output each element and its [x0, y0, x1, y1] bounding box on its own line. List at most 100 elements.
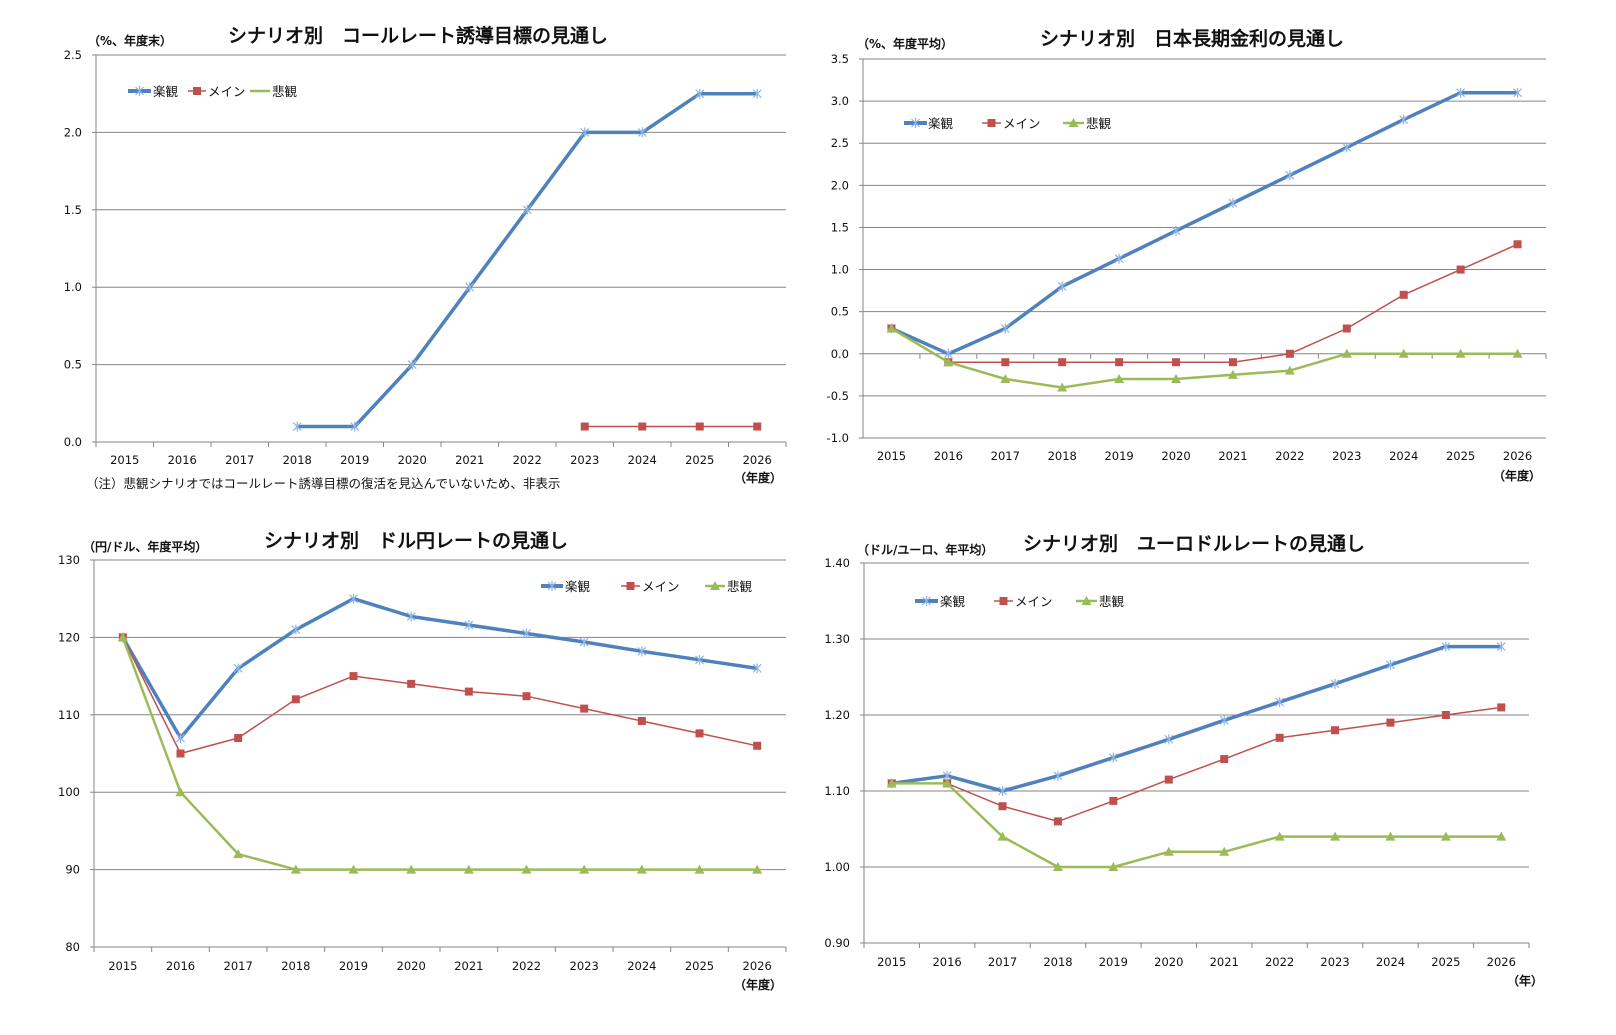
data-point [1285, 170, 1295, 181]
series-楽観 [118, 593, 762, 744]
data-point [1330, 831, 1341, 841]
y-tick-label: -1.0 [827, 431, 849, 445]
data-point [1399, 290, 1408, 299]
chart-title: シナリオ別 ドル円レートの見通し [264, 530, 568, 552]
y-tick-label: 1.0 [64, 280, 82, 294]
y-tick-label: 2.0 [831, 178, 849, 192]
x-tick-label: 2023 [1320, 955, 1349, 969]
x-tick-label: 2023 [570, 959, 599, 973]
data-point [1000, 374, 1011, 384]
series-悲観 [117, 632, 763, 874]
chart-3: シナリオ別 ドル円レートの見通し （円/ドル、年度平均） 80 90 100 110 120… [58, 530, 787, 992]
data-point [292, 421, 302, 432]
data-point [1172, 358, 1181, 367]
data-point [1275, 697, 1285, 708]
x-tick-label: 2019 [1099, 955, 1128, 969]
legend-label: 楽観 [928, 116, 954, 131]
data-point [117, 632, 128, 642]
series-悲観 [886, 323, 1523, 392]
x-axis-unit-label: （年度） [1493, 468, 1541, 483]
legend-marker [911, 118, 920, 128]
data-point [233, 663, 243, 674]
data-point [522, 692, 531, 701]
x-tick-label: 2019 [1104, 449, 1133, 463]
series-line [891, 706, 1502, 823]
legend-label: 楽観 [940, 594, 966, 609]
series-line [891, 644, 1502, 793]
legend: 楽観 メイン 悲観 [541, 579, 753, 594]
y-axis-unit-label: （%、年度平均） [857, 36, 953, 51]
data-point [1057, 281, 1067, 292]
y-tick-label: 130 [58, 553, 80, 567]
data-point [1219, 715, 1229, 726]
legend-item: 悲観 [250, 84, 298, 99]
data-point [1228, 358, 1237, 367]
x-tick-label: 2015 [877, 955, 906, 969]
data-point [1108, 862, 1119, 871]
data-point [233, 849, 244, 859]
chart-title: シナリオ別 ユーロドルレートの見通し [1023, 533, 1365, 555]
data-point [638, 422, 647, 431]
series-line [121, 636, 758, 871]
chart-note: （注）悲観シナリオではコールレート誘導目標の復活を見込んでいないため、非表示 [86, 476, 560, 491]
x-tick-label: 2020 [398, 453, 427, 467]
y-axis-unit-label: （ドル/ユーロ、年平均） [857, 542, 993, 557]
x-tick-label: 2024 [627, 959, 656, 973]
series-line [121, 596, 758, 740]
legend-label: 悲観 [1099, 594, 1125, 609]
data-point [1341, 348, 1352, 358]
x-tick-label: 2018 [283, 453, 312, 467]
x-tick-label: 2024 [1376, 955, 1405, 969]
y-tick-label: 90 [65, 863, 80, 877]
data-point [1163, 846, 1174, 856]
x-tick-label: 2018 [281, 959, 310, 973]
y-tick-label: 0.5 [64, 358, 82, 372]
data-point [1114, 374, 1125, 384]
data-point [752, 88, 762, 99]
data-point [580, 422, 589, 431]
data-point [886, 323, 897, 333]
data-point [1284, 365, 1295, 375]
data-point [1441, 711, 1450, 719]
data-point [1171, 225, 1181, 236]
y-tick-label: 0.90 [824, 936, 850, 950]
data-point [695, 88, 705, 99]
chart-1: シナリオ別 コールレート誘導目標の見通し （%、年度末） 0.0 0.5 1.0 1.5 2… [64, 24, 787, 491]
legend-label: メイン [1015, 594, 1053, 609]
legend-item: 楽観 [904, 116, 954, 131]
data-point [695, 422, 704, 431]
data-point [348, 864, 359, 874]
x-tick-label: 2018 [1048, 449, 1077, 463]
legend-marker [626, 582, 635, 590]
data-point [1275, 733, 1284, 742]
legend-label: メイン [1003, 116, 1041, 131]
data-point [1455, 348, 1466, 358]
x-tick-label: 2017 [224, 959, 253, 973]
data-point [1285, 349, 1294, 358]
data-point [695, 729, 704, 738]
y-tick-label: 0.5 [831, 305, 849, 319]
data-point [1512, 348, 1523, 358]
x-tick-label: 2023 [1332, 449, 1361, 463]
data-point [1399, 114, 1409, 125]
x-tick-label: 2026 [1503, 449, 1532, 463]
legend-marker [922, 596, 931, 606]
y-tick-label: 3.5 [831, 52, 849, 66]
y-tick-label: 1.10 [824, 784, 850, 798]
y-tick-label: 2.5 [831, 136, 849, 150]
x-tick-label: 2016 [932, 955, 961, 969]
data-point [1164, 775, 1173, 784]
x-tick-label: 2023 [570, 453, 599, 467]
series-メイン [580, 422, 762, 431]
y-tick-label: 1.40 [824, 556, 850, 570]
y-tick-label: 2.0 [64, 125, 82, 139]
y-tick-label: 0.0 [64, 435, 82, 449]
data-point [637, 127, 647, 138]
y-tick-label: 120 [58, 630, 80, 644]
legend-item: 楽観 [128, 84, 179, 99]
legend-label: 悲観 [272, 84, 298, 99]
y-tick-label: 1.5 [831, 220, 849, 234]
x-tick-label: 2018 [1043, 955, 1072, 969]
y-tick-label: 2.5 [64, 48, 82, 62]
legend-label: 悲観 [1086, 116, 1112, 131]
